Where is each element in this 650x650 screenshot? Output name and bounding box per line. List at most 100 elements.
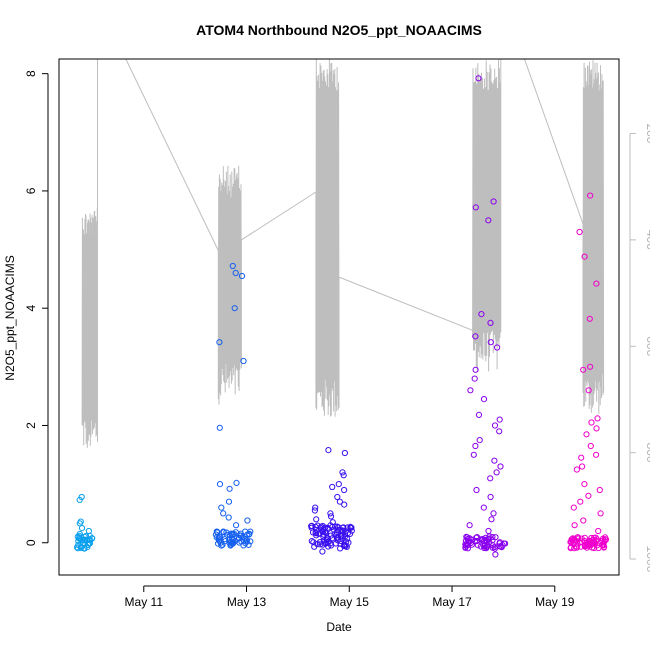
- data-point: [244, 517, 251, 524]
- data-point: [488, 516, 495, 523]
- data-point: [82, 537, 89, 544]
- data-point: [577, 498, 584, 505]
- data-point: [570, 504, 577, 511]
- data-point: [480, 396, 488, 403]
- data-point: [218, 504, 225, 511]
- data-point: [339, 469, 346, 476]
- data-point: [76, 530, 83, 538]
- data-point: [568, 538, 575, 545]
- data-point: [75, 541, 82, 549]
- y-tick-label: 8: [24, 70, 38, 77]
- plot-frame: [58, 58, 620, 576]
- data-point: [600, 541, 607, 548]
- data-point: [573, 466, 581, 473]
- pressure-line: [81, 59, 605, 448]
- data-point: [571, 522, 578, 529]
- data-point: [583, 544, 591, 551]
- data-point: [493, 469, 500, 476]
- data-point: [246, 531, 253, 538]
- data-point: [472, 204, 479, 211]
- data-point: [325, 447, 332, 454]
- data-point: [491, 422, 499, 429]
- data-point: [472, 366, 479, 373]
- data-point: [485, 217, 492, 224]
- data-point: [593, 451, 600, 458]
- data-point: [567, 545, 574, 552]
- data-point: [231, 305, 238, 312]
- data-point: [219, 541, 226, 548]
- data-points: [73, 75, 610, 558]
- data-point: [485, 527, 492, 535]
- series-flight2: [212, 262, 254, 549]
- x-tick-label: May 15: [330, 595, 370, 609]
- data-point: [216, 339, 223, 346]
- data-point: [578, 454, 585, 461]
- data-point: [471, 375, 478, 382]
- data-point: [231, 530, 238, 538]
- data-point: [214, 528, 221, 536]
- data-point: [339, 532, 346, 540]
- data-point: [593, 280, 600, 287]
- data-point: [490, 510, 497, 517]
- data-point: [74, 545, 82, 552]
- data-point: [220, 510, 227, 517]
- data-point: [85, 527, 93, 535]
- data-point: [591, 539, 598, 546]
- data-point: [229, 262, 236, 270]
- data-point: [489, 533, 496, 541]
- x-axis-label: Date: [326, 620, 352, 634]
- data-point: [491, 457, 498, 464]
- data-point: [239, 534, 246, 541]
- y-tick-label: 0: [24, 539, 38, 546]
- data-point: [316, 530, 323, 537]
- data-point: [485, 535, 492, 542]
- series-flight3: [308, 447, 355, 555]
- data-point: [571, 545, 578, 552]
- data-point: [585, 387, 592, 394]
- series-flight5: [567, 192, 610, 552]
- x-tick-label: May 13: [227, 595, 267, 609]
- data-point: [464, 545, 471, 552]
- data-point: [472, 442, 479, 450]
- right-tick-label: 600: [644, 336, 650, 356]
- right-tick-label: 1000: [644, 546, 650, 573]
- data-point: [311, 543, 318, 550]
- data-point: [226, 485, 233, 492]
- data-point: [337, 545, 344, 552]
- data-point: [588, 419, 595, 426]
- data-point: [340, 472, 347, 479]
- data-point: [312, 530, 319, 537]
- data-point: [586, 315, 593, 322]
- data-point: [346, 530, 354, 538]
- data-point: [587, 363, 594, 370]
- data-point: [81, 545, 88, 552]
- data-point: [218, 542, 225, 549]
- data-point: [334, 523, 341, 530]
- data-point: [247, 528, 254, 535]
- x-tick-label: May 17: [432, 595, 472, 609]
- data-point: [597, 510, 604, 517]
- data-point: [337, 540, 344, 547]
- data-point: [496, 428, 503, 435]
- data-point: [240, 357, 247, 365]
- data-point: [574, 534, 581, 541]
- data-point: [216, 533, 223, 541]
- data-point: [78, 525, 86, 532]
- data-point: [225, 514, 232, 521]
- data-point: [76, 496, 83, 503]
- data-point: [316, 539, 324, 546]
- x-tick-label: May 11: [125, 595, 164, 609]
- right-tick-label: 800: [644, 443, 650, 463]
- y-tick-label: 2: [24, 422, 38, 429]
- data-point: [466, 522, 473, 529]
- data-point: [327, 510, 334, 517]
- data-point: [491, 545, 498, 552]
- data-point: [342, 543, 349, 550]
- data-point: [588, 539, 595, 546]
- axes: 0 2 4 6 8 May 11 May 13 May 15 May 17 May 19 200 40…: [24, 70, 650, 609]
- data-point: [581, 534, 589, 542]
- data-point: [581, 481, 588, 488]
- data-point: [576, 228, 583, 236]
- data-point: [487, 475, 494, 482]
